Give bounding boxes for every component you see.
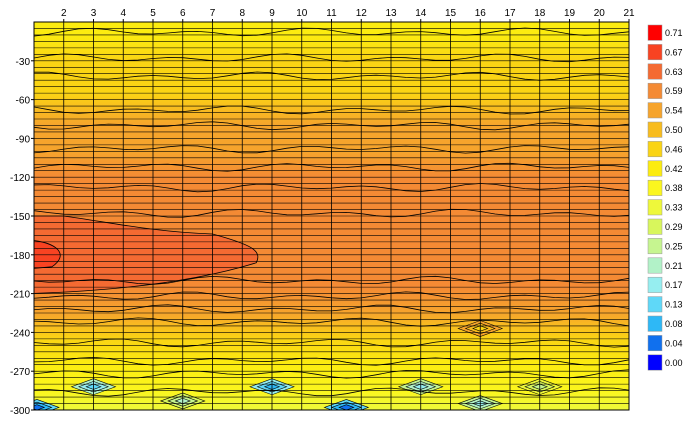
colorbar-swatch (647, 238, 663, 255)
colorbar-label: 0.42 (665, 164, 683, 174)
colorbar-swatch (647, 160, 663, 177)
colorbar-swatch (647, 102, 663, 119)
x-tick-label: 3 (91, 8, 97, 19)
colorbar-label: 0.29 (665, 222, 683, 232)
colorbar-label: 0.13 (665, 300, 683, 310)
colorbar-swatch (647, 121, 663, 138)
colorbar-label: 0.63 (665, 67, 683, 77)
colorbar-swatch (647, 199, 663, 216)
x-tick-label: 20 (594, 8, 606, 19)
y-tick-label: -30 (16, 57, 31, 68)
y-axis-ticks: -30 -60 -90 -120 -150 -180 -210 -240 -270 -300 (10, 57, 34, 417)
x-tick-label: 10 (296, 8, 308, 19)
colorbar-label: 0.67 (665, 47, 683, 57)
colorbar-label: 0.17 (665, 280, 683, 290)
contour-spot (338, 404, 355, 410)
colorbar-label: 0.21 (665, 261, 683, 271)
colorbar-swatch (647, 63, 663, 80)
x-axis-ticks: 2 3 4 5 6 7 8 9 10 11 12 13 14 15 16 17 18 19 20 21 (61, 8, 635, 22)
colorbar-label: 0.71 (665, 28, 683, 38)
colorbar-label: 0.46 (665, 144, 683, 154)
contour-spot (34, 404, 46, 410)
y-tick-label: -60 (16, 96, 31, 107)
x-tick-label: 6 (180, 8, 186, 19)
y-tick-label: -90 (16, 134, 31, 145)
x-tick-label: 4 (120, 8, 126, 19)
plot-area (34, 22, 629, 410)
colorbar: 0.71 0.67 0.63 0.59 0.54 0.50 0.46 0.42 0.38 0.33… (647, 24, 683, 371)
colorbar-label: 0.08 (665, 319, 683, 329)
colorbar-swatch (647, 296, 663, 313)
x-tick-label: 19 (564, 8, 576, 19)
x-tick-label: 13 (385, 8, 397, 19)
x-tick-label: 14 (415, 8, 427, 19)
x-tick-label: 15 (445, 8, 457, 19)
x-tick-label: 21 (623, 8, 635, 19)
colorbar-swatch (647, 141, 663, 158)
colorbar-label: 0.54 (665, 106, 683, 116)
colorbar-swatch (647, 24, 663, 41)
colorbar-swatch (647, 335, 663, 352)
x-tick-label: 17 (504, 8, 516, 19)
x-tick-label: 8 (239, 8, 245, 19)
colorbar-label: 0.38 (665, 183, 683, 193)
colorbar-swatch (647, 44, 663, 61)
colorbar-label: 0.25 (665, 241, 683, 251)
colorbar-label: 0.04 (665, 338, 683, 348)
colorbar-swatch (647, 257, 663, 274)
colorbar-swatch (647, 82, 663, 99)
colorbar-swatch (647, 276, 663, 293)
colorbar-label: 0.50 (665, 125, 683, 135)
x-tick-label: 7 (210, 8, 216, 19)
y-tick-label: -240 (10, 328, 30, 339)
x-tick-label: 2 (61, 8, 67, 19)
y-tick-label: -150 (10, 212, 30, 223)
y-tick-label: -120 (10, 173, 30, 184)
colorbar-label: 0.59 (665, 86, 683, 96)
x-tick-label: 11 (326, 8, 337, 19)
colorbar-swatch (647, 315, 663, 332)
grid-lines (34, 22, 629, 410)
colorbar-swatch (647, 218, 663, 235)
y-tick-label: -180 (10, 251, 30, 262)
colorbar-label: 0.33 (665, 203, 683, 213)
x-tick-label: 5 (150, 8, 156, 19)
y-tick-label: -300 (10, 406, 30, 417)
x-tick-label: 16 (475, 8, 487, 19)
y-tick-label: -210 (10, 290, 30, 301)
x-tick-label: 12 (356, 8, 368, 19)
colorbar-swatch (647, 179, 663, 196)
colorbar-label: 0.00 (665, 358, 683, 368)
x-tick-label: 9 (269, 8, 275, 19)
x-tick-label: 18 (534, 8, 546, 19)
colorbar-swatch (647, 354, 663, 371)
y-tick-label: -270 (10, 367, 30, 378)
